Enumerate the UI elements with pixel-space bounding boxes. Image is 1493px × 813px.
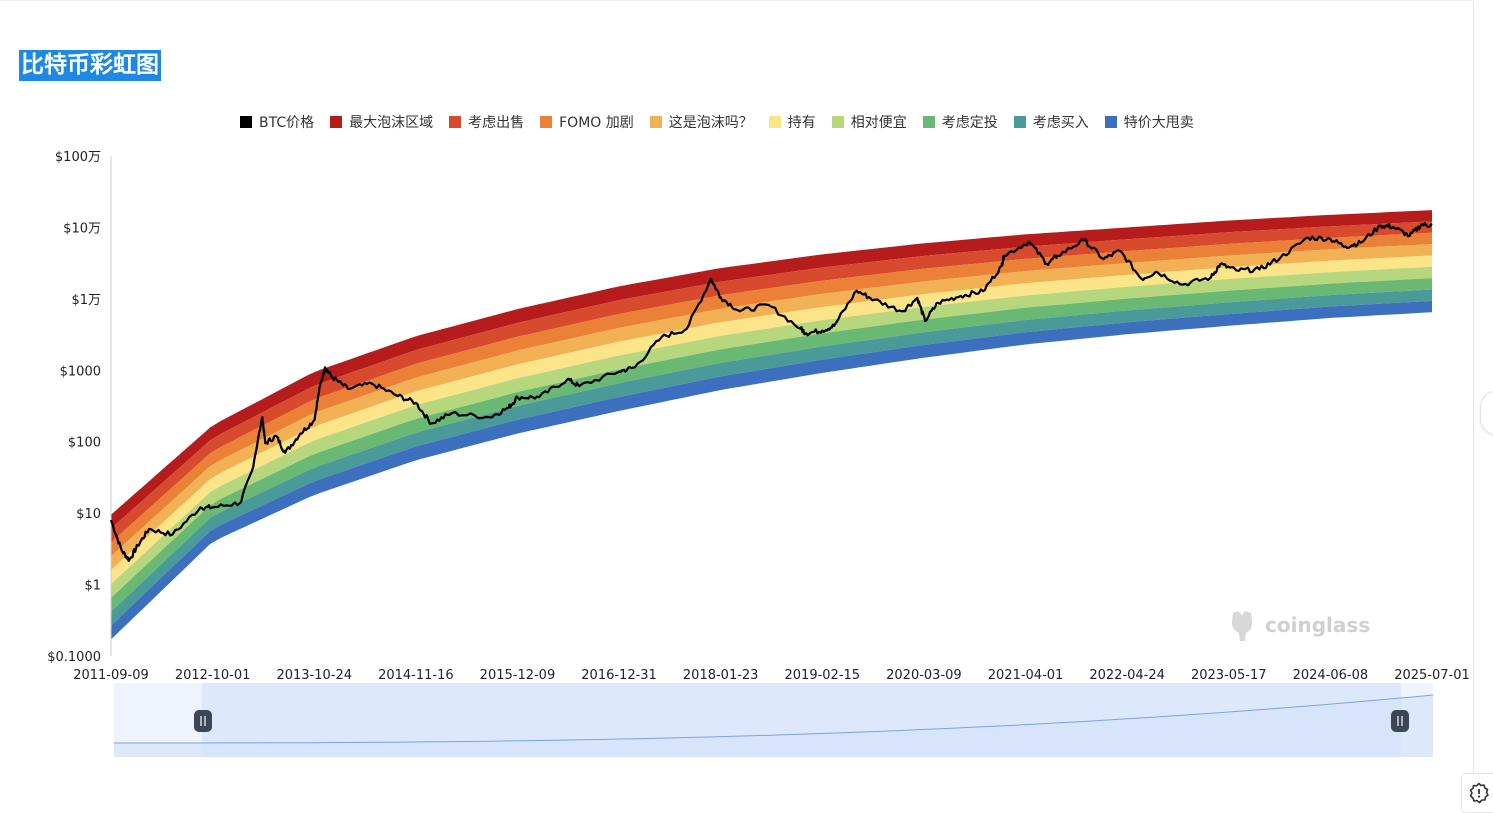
settings-button[interactable]	[1461, 773, 1493, 813]
legend-swatch	[649, 116, 662, 128]
x-tick-label: 2019-02-15	[785, 668, 861, 683]
legend-swatch	[540, 116, 553, 128]
x-tick-label: 2024-06-08	[1293, 668, 1369, 683]
legend-label: 考虑定投	[941, 115, 998, 131]
legend-swatch	[922, 116, 935, 128]
y-tick-label: $10	[76, 507, 101, 522]
y-tick-label: $100万	[55, 150, 101, 165]
legend-swatch	[831, 116, 844, 128]
legend-swatch	[1013, 116, 1026, 128]
x-tick-label: 2022-04-24	[1089, 668, 1165, 683]
y-tick-label: $1万	[71, 293, 101, 308]
rainbow-band	[111, 232, 1432, 557]
x-tick-label: 2025-07-01	[1394, 668, 1470, 683]
legend-item[interactable]: 考虑买入	[1013, 112, 1089, 132]
page-title: 比特币彩虹图	[19, 50, 161, 81]
y-tick-label: $1	[84, 579, 101, 594]
side-scroll-handle[interactable]	[1480, 391, 1493, 435]
rainbow-band	[111, 278, 1432, 612]
x-tick-label: 2012-10-01	[175, 668, 251, 683]
x-tick-label: 2015-12-09	[480, 668, 556, 683]
legend-label: 特价大甩卖	[1123, 115, 1194, 131]
legend-label: 相对便宜	[850, 115, 907, 131]
rainbow-band	[111, 289, 1432, 626]
x-tick-label: 2021-04-01	[988, 668, 1064, 683]
slider-handle[interactable]	[194, 710, 212, 732]
legend-swatch	[1104, 116, 1117, 128]
gear-alert-icon	[1469, 782, 1489, 804]
legend-swatch	[240, 116, 252, 128]
x-tick-label: 2011-09-09	[73, 668, 149, 683]
btc-price-line	[109, 221, 1433, 563]
legend-label: 考虑买入	[1032, 115, 1089, 131]
y-tick-label: $1000	[60, 364, 101, 379]
legend-item[interactable]: FOMO 加剧	[540, 112, 634, 132]
legend-item[interactable]: 这是泡沫吗？	[649, 112, 753, 132]
legend-swatch	[330, 116, 343, 128]
y-tick-label: $10万	[63, 221, 101, 236]
x-tick-label: 2018-01-23	[683, 668, 759, 683]
watermark: coinglass	[1231, 611, 1370, 641]
legend-swatch	[449, 116, 462, 128]
chart-legend: BTC价格 最大泡沫区域 考虑出售 FOMO 加剧 这是泡沫吗？ 持有 相对便宜 考虑定投 考虑…	[240, 112, 1194, 132]
rainbow-band	[111, 255, 1432, 585]
legend-label: 最大泡沫区域	[349, 115, 434, 131]
legend-item[interactable]: 考虑定投	[922, 112, 998, 132]
legend-item[interactable]: 考虑出售	[449, 112, 524, 132]
watermark-text: coinglass	[1265, 613, 1370, 637]
rainbow-chart: $0.1000 $1 $10 $100 $1000 $1万 $10万 $100万 2011-09…	[47, 150, 1470, 757]
x-tick-label: 2020-03-09	[886, 668, 962, 683]
coinglass-logo-icon	[1231, 611, 1253, 641]
legend-item[interactable]: 最大泡沫区域	[330, 112, 433, 132]
rainbow-band	[111, 210, 1432, 529]
legend-item[interactable]: BTC价格	[240, 112, 314, 132]
x-tick-label: 2014-11-16	[378, 668, 454, 683]
legend-label: BTC价格	[259, 115, 315, 131]
y-tick-label: $100	[68, 436, 101, 451]
y-tick-label: $0.1000	[47, 650, 101, 665]
zoom-slider[interactable]	[114, 683, 1434, 757]
legend-label: 持有	[787, 115, 816, 131]
legend-label: 考虑出售	[468, 115, 525, 131]
rainbow-band	[111, 266, 1432, 598]
legend-item[interactable]: 相对便宜	[831, 112, 907, 132]
legend-swatch	[768, 116, 781, 128]
legend-label: FOMO 加剧	[559, 115, 634, 131]
x-tick-label: 2013-10-24	[276, 668, 352, 683]
legend-label: 这是泡沫吗？	[668, 115, 753, 131]
rainbow-band	[111, 221, 1432, 543]
x-tick-label: 2023-05-17	[1191, 668, 1267, 683]
x-tick-label: 2016-12-31	[581, 668, 657, 683]
legend-item[interactable]: 持有	[768, 112, 816, 132]
slider-overview-area	[114, 695, 1433, 757]
slider-overview-line	[114, 694, 1434, 744]
rainbow-band	[111, 300, 1432, 640]
legend-item[interactable]: 特价大甩卖	[1104, 112, 1194, 132]
rainbow-band	[111, 244, 1432, 571]
slider-handle[interactable]	[1391, 710, 1409, 732]
